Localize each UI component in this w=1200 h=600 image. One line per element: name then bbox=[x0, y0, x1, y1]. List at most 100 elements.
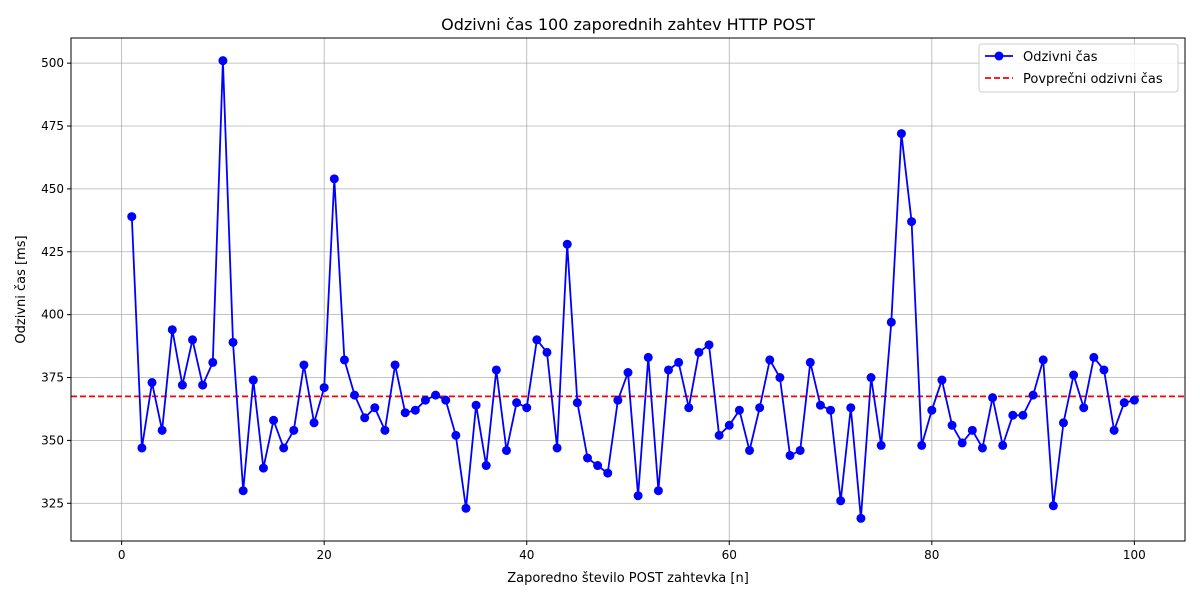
data-point bbox=[593, 461, 603, 471]
data-point bbox=[947, 420, 957, 430]
data-point bbox=[410, 405, 420, 415]
data-point bbox=[360, 413, 370, 423]
data-point bbox=[400, 408, 410, 418]
data-point bbox=[218, 56, 228, 66]
data-point bbox=[471, 400, 481, 410]
data-point bbox=[846, 403, 856, 413]
data-point bbox=[127, 212, 137, 222]
x-tick-label: 0 bbox=[118, 548, 126, 562]
data-point bbox=[603, 468, 613, 478]
y-tick-label: 500 bbox=[41, 56, 64, 70]
data-point bbox=[664, 365, 674, 375]
data-point bbox=[309, 418, 319, 428]
data-point bbox=[1119, 398, 1129, 408]
data-point bbox=[279, 443, 289, 453]
data-point bbox=[815, 400, 825, 410]
data-point bbox=[289, 425, 299, 435]
legend-label-average: Povprečni odzivni čas bbox=[1023, 72, 1163, 87]
data-point bbox=[724, 420, 734, 430]
data-point bbox=[380, 425, 390, 435]
data-point bbox=[1089, 352, 1099, 362]
data-point bbox=[674, 357, 684, 367]
data-point bbox=[269, 415, 279, 425]
data-point bbox=[633, 491, 643, 501]
data-point bbox=[522, 403, 532, 413]
data-point bbox=[1028, 390, 1038, 400]
data-point bbox=[765, 355, 775, 365]
data-point bbox=[137, 443, 147, 453]
data-point bbox=[1018, 410, 1028, 420]
x-axis-label: Zaporedno število POST zahtevka [n] bbox=[507, 571, 749, 586]
x-tick-label: 100 bbox=[1123, 548, 1146, 562]
y-axis-label: Odzivni čas [ms] bbox=[14, 235, 29, 343]
data-point bbox=[481, 461, 491, 471]
data-point bbox=[927, 405, 937, 415]
data-point bbox=[775, 373, 785, 383]
data-point bbox=[167, 325, 177, 335]
data-point bbox=[501, 445, 511, 455]
y-tick-label: 475 bbox=[41, 119, 64, 133]
data-point bbox=[1069, 370, 1079, 380]
data-point bbox=[967, 425, 977, 435]
data-point bbox=[329, 174, 339, 184]
plot-frame bbox=[70, 37, 1186, 542]
data-point bbox=[582, 453, 592, 463]
data-point bbox=[876, 440, 886, 450]
legend-label-series: Odzivni čas bbox=[1023, 50, 1098, 65]
data-point bbox=[1079, 403, 1089, 413]
data-point bbox=[734, 405, 744, 415]
y-tick-label: 325 bbox=[41, 496, 64, 510]
y-tick-label: 350 bbox=[41, 433, 64, 447]
legend-marker-series bbox=[994, 51, 1004, 61]
data-point bbox=[937, 375, 947, 385]
data-point bbox=[512, 398, 522, 408]
x-tick-label: 20 bbox=[317, 548, 332, 562]
grid bbox=[71, 38, 1185, 541]
data-point bbox=[542, 347, 552, 357]
data-point bbox=[1129, 395, 1139, 405]
data-point bbox=[998, 440, 1008, 450]
data-point bbox=[785, 450, 795, 460]
data-point bbox=[704, 340, 714, 350]
data-point bbox=[157, 425, 167, 435]
data-point bbox=[613, 395, 623, 405]
data-point bbox=[238, 486, 248, 496]
data-point bbox=[1109, 425, 1119, 435]
data-point bbox=[208, 357, 218, 367]
data-point bbox=[552, 443, 562, 453]
data-point bbox=[1038, 355, 1048, 365]
legend-box bbox=[978, 43, 1179, 93]
data-point bbox=[350, 390, 360, 400]
data-point bbox=[228, 337, 238, 347]
y-ticks: 325 350 375 400 425 450 475 500 bbox=[41, 56, 71, 510]
data-point bbox=[441, 395, 451, 405]
data-point bbox=[258, 463, 268, 473]
y-tick-label: 450 bbox=[41, 182, 64, 196]
data-point bbox=[917, 440, 927, 450]
data-point bbox=[714, 430, 724, 440]
data-point bbox=[572, 398, 582, 408]
legend: Odzivni čas Povprečni odzivni čas bbox=[978, 43, 1179, 93]
chart-title: Odzivni čas 100 zaporednih zahtev HTTP P… bbox=[441, 15, 815, 34]
data-point bbox=[856, 513, 866, 523]
series-line bbox=[130, 59, 1135, 520]
data-point bbox=[836, 496, 846, 506]
data-point bbox=[826, 405, 836, 415]
data-point bbox=[694, 347, 704, 357]
data-point bbox=[795, 445, 805, 455]
data-point bbox=[1058, 418, 1068, 428]
data-point bbox=[198, 380, 208, 390]
data-point bbox=[319, 383, 329, 393]
y-tick-label: 425 bbox=[41, 245, 64, 259]
data-point bbox=[866, 373, 876, 383]
x-ticks: 0 20 40 60 80 100 bbox=[118, 541, 1146, 562]
data-point bbox=[299, 360, 309, 370]
data-point bbox=[957, 438, 967, 448]
x-tick-label: 40 bbox=[519, 548, 534, 562]
data-point bbox=[1048, 501, 1058, 511]
data-point bbox=[745, 445, 755, 455]
series-layer bbox=[127, 56, 1139, 523]
data-point bbox=[420, 395, 430, 405]
data-point bbox=[339, 355, 349, 365]
